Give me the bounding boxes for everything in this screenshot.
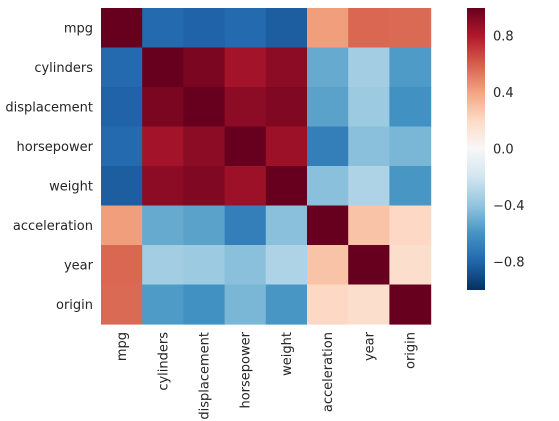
heatmap-cell-mpg-displacement xyxy=(183,8,226,49)
heatmap-cell-cylinders-displacement xyxy=(183,47,226,88)
colorbar-gradient xyxy=(467,8,485,290)
heatmap-cell-weight-acceleration xyxy=(307,166,349,207)
colorbar: −0.8 −0.4 0.0 0.4 0.8 xyxy=(467,8,525,290)
heatmap-cell-horsepower-displacement xyxy=(183,126,226,167)
heatmap-cell-cylinders-origin xyxy=(389,47,432,88)
heatmap-cell-displacement-weight xyxy=(265,87,308,128)
heatmap-cell-acceleration-displacement xyxy=(183,205,226,246)
heatmap-cell-acceleration-year xyxy=(348,205,390,246)
heatmap-cell-cylinders-year xyxy=(348,47,390,88)
heatmap-cell-weight-cylinders xyxy=(142,166,184,207)
heatmap-cell-acceleration-origin xyxy=(389,205,432,246)
heatmap-cell-mpg-mpg xyxy=(101,8,143,49)
heatmap-cell-weight-weight xyxy=(265,166,308,207)
y-tick-label-mpg: mpg xyxy=(64,21,93,36)
heatmap-cell-weight-year xyxy=(348,166,390,207)
heatmap-cell-year-year xyxy=(348,245,390,286)
heatmap-cell-mpg-weight xyxy=(265,8,308,49)
y-tick-label-horsepower: horsepower xyxy=(17,140,94,155)
heatmap-cell-weight-origin xyxy=(389,166,432,207)
x-tick-label-displacement: displacement xyxy=(198,332,213,420)
heatmap-cell-origin-origin xyxy=(389,284,432,325)
heatmap-cell-displacement-horsepower xyxy=(224,87,267,128)
y-tick-label-acceleration: acceleration xyxy=(13,219,93,234)
heatmap-cell-year-weight xyxy=(265,245,308,286)
heatmap-cell-acceleration-acceleration xyxy=(307,205,349,246)
heatmap-cell-displacement-mpg xyxy=(101,87,143,128)
heatmap-cell-cylinders-cylinders xyxy=(142,47,184,88)
y-tick-labels: mpg cylinders displacement horsepower weight… xyxy=(5,21,93,313)
heatmap-cell-displacement-origin xyxy=(389,87,432,128)
x-tick-label-weight: weight xyxy=(280,332,295,376)
heatmap-cell-origin-weight xyxy=(265,284,308,325)
heatmap-cell-origin-horsepower xyxy=(224,284,267,325)
heatmap-cell-origin-displacement xyxy=(183,284,226,325)
x-tick-label-year: year xyxy=(362,331,377,361)
heatmap-cell-horsepower-horsepower xyxy=(224,126,267,167)
heatmap-cell-origin-cylinders xyxy=(142,284,184,325)
heatmap-cell-origin-year xyxy=(348,284,390,325)
heatmap-cell-year-cylinders xyxy=(142,245,184,286)
x-tick-label-origin: origin xyxy=(404,332,419,369)
heatmap-cell-cylinders-mpg xyxy=(101,47,143,88)
y-tick-label-weight: weight xyxy=(49,179,93,194)
heatmap-cell-mpg-acceleration xyxy=(307,8,349,49)
heatmap-cell-year-acceleration xyxy=(307,245,349,286)
heatmap-cell-year-displacement xyxy=(183,245,226,286)
heatmap-cell-acceleration-horsepower xyxy=(224,205,267,246)
y-tick-label-displacement: displacement xyxy=(5,100,93,115)
heatmap-cell-displacement-year xyxy=(348,87,390,128)
heatmap-cell-horsepower-acceleration xyxy=(307,126,349,167)
heatmap-cell-mpg-year xyxy=(348,8,390,49)
heatmap-cell-mpg-horsepower xyxy=(224,8,267,49)
heatmap-cell-cylinders-horsepower xyxy=(224,47,267,88)
heatmap-cell-mpg-cylinders xyxy=(142,8,184,49)
colorbar-tick-label: 0.8 xyxy=(493,30,514,45)
heatmap-cell-cylinders-acceleration xyxy=(307,47,349,88)
y-tick-label-origin: origin xyxy=(56,298,93,313)
heatmap-cell-mpg-origin xyxy=(389,8,432,49)
x-tick-label-mpg: mpg xyxy=(115,332,130,361)
heatmap-cell-displacement-cylinders xyxy=(142,87,184,128)
heatmap-cell-origin-mpg xyxy=(101,284,143,325)
heatmap-cell-weight-horsepower xyxy=(224,166,267,207)
colorbar-tick-label: 0.0 xyxy=(493,143,514,158)
colorbar-tick-label: 0.4 xyxy=(493,86,514,101)
heatmap-cell-acceleration-weight xyxy=(265,205,308,246)
heatmap-cell-year-origin xyxy=(389,245,432,286)
x-tick-labels: mpg cylinders displacement horsepower weight… xyxy=(115,331,418,419)
heatmap-cell-horsepower-year xyxy=(348,126,390,167)
heatmap-cell-year-horsepower xyxy=(224,245,267,286)
heatmap-cell-cylinders-weight xyxy=(265,47,308,88)
heatmap-cell-acceleration-mpg xyxy=(101,205,143,246)
heatmap-cell-acceleration-cylinders xyxy=(142,205,184,246)
heatmap-cells xyxy=(101,8,432,325)
x-tick-label-horsepower: horsepower xyxy=(239,331,254,408)
heatmap-cell-weight-mpg xyxy=(101,166,143,207)
heatmap-cell-year-mpg xyxy=(101,245,143,286)
x-tick-label-acceleration: acceleration xyxy=(321,332,336,412)
colorbar-tick-label: −0.8 xyxy=(493,255,525,270)
x-tick-label-cylinders: cylinders xyxy=(156,332,171,391)
y-tick-label-year: year xyxy=(64,258,94,273)
colorbar-tick-label: −0.4 xyxy=(493,199,525,214)
y-tick-label-cylinders: cylinders xyxy=(34,61,93,76)
heatmap-cell-horsepower-cylinders xyxy=(142,126,184,167)
heatmap-cell-horsepower-origin xyxy=(389,126,432,167)
heatmap-cell-origin-acceleration xyxy=(307,284,349,325)
heatmap-cell-displacement-acceleration xyxy=(307,87,349,128)
heatmap-cell-weight-displacement xyxy=(183,166,226,207)
heatmap-cell-displacement-displacement xyxy=(183,87,226,128)
heatmap-cell-horsepower-mpg xyxy=(101,126,143,167)
heatmap-cell-horsepower-weight xyxy=(265,126,308,167)
